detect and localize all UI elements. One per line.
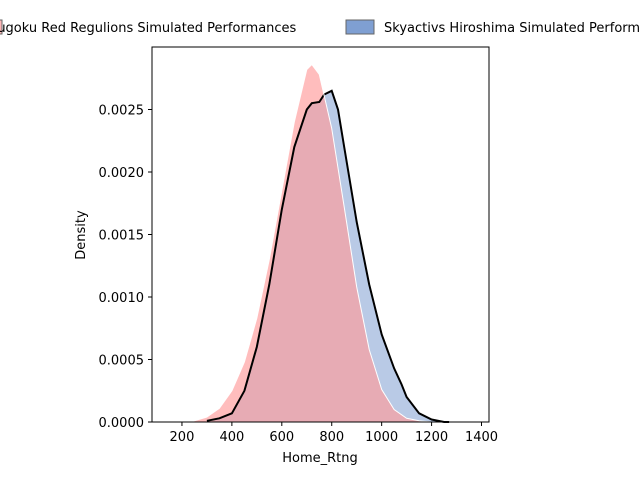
x-tick-label: 1200 <box>415 430 448 445</box>
y-tick-label: 0.0010 <box>99 291 145 306</box>
x-tick-label: 400 <box>219 430 244 445</box>
x-tick-label: 1400 <box>465 430 498 445</box>
legend-swatch-series-2 <box>345 19 375 35</box>
series-line-2 <box>206 89 450 423</box>
x-axis-label: Home_Rtng <box>282 451 358 466</box>
legend: Chugoku Red Regulions Simulated Performa… <box>0 19 640 36</box>
y-tick-label: 0.0025 <box>99 104 145 119</box>
legend-label-series-2: Skyactivs Hiroshima Simulated Performanc… <box>384 21 640 36</box>
series-line-1 <box>194 63 432 423</box>
legend-label-series-1: Chugoku Red Regulions Simulated Performa… <box>0 21 297 36</box>
x-tick-label: 600 <box>269 430 294 445</box>
x-tick-label: 200 <box>170 430 195 445</box>
y-axis-label: Density <box>74 210 89 260</box>
y-tick-label: 0.0005 <box>99 354 145 369</box>
x-axis-ticks: 200 400 600 800 1000 1200 1400 <box>170 422 498 445</box>
series-areas <box>194 63 450 423</box>
y-tick-label: 0.0020 <box>99 166 145 181</box>
y-axis-ticks: 0.0000 0.0005 0.0010 0.0015 0.0020 0.0025 <box>99 104 152 431</box>
series-area-1 <box>194 64 432 422</box>
y-tick-label: 0.0015 <box>99 229 145 244</box>
x-tick-label: 800 <box>319 430 344 445</box>
legend-swatch-series-1 <box>0 19 3 35</box>
y-tick-label: 0.0000 <box>99 416 145 431</box>
x-tick-label: 1000 <box>365 430 398 445</box>
